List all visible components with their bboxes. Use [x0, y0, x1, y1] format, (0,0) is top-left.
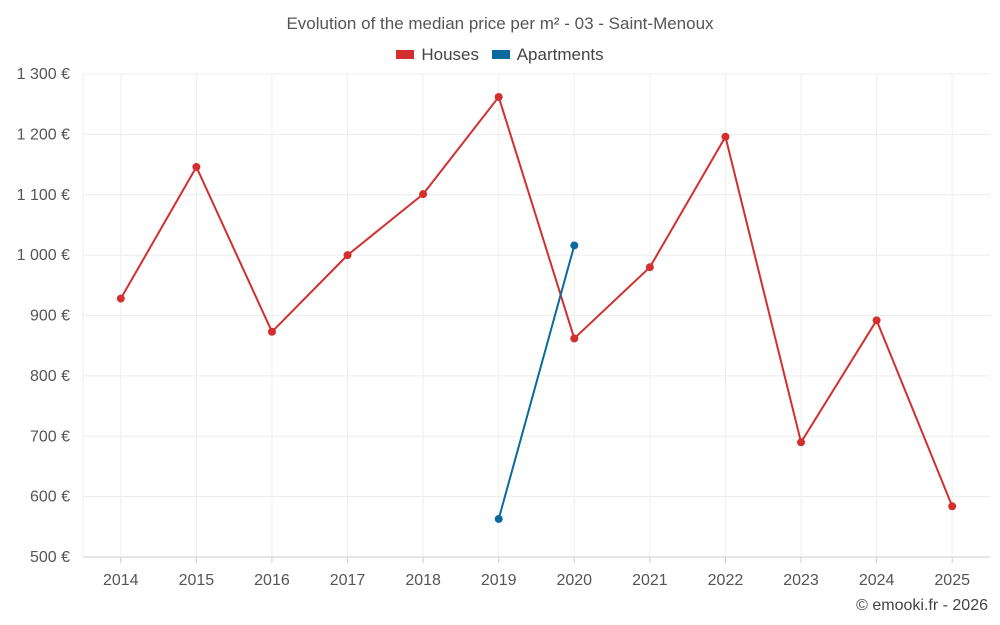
houses-point [721, 132, 730, 141]
houses-series-line [119, 95, 954, 507]
apartments-swatch-icon [491, 50, 510, 59]
y-tick-label: 1 200 € [17, 126, 70, 143]
houses-point [797, 438, 806, 447]
legend: Houses Apartments [0, 44, 1000, 65]
houses-point [192, 162, 201, 171]
legend-item-houses[interactable]: Houses [396, 45, 479, 65]
apartments-point [494, 514, 503, 523]
x-tick-label: 2021 [632, 572, 668, 589]
legend-label-houses: Houses [421, 44, 479, 64]
y-axis: 500 € 600 € 700 € 800 € 900 € 1 000 € 1 100 € 1… [17, 66, 70, 566]
grid [82, 73, 990, 563]
houses-point [872, 316, 881, 325]
x-tick-label: 2015 [179, 572, 215, 589]
x-tick-label: 2020 [556, 572, 592, 589]
legend-label-apartments: Apartments [516, 44, 604, 64]
apartments-series-line [497, 245, 576, 520]
credit-text: © emooki.fr - 2026 [856, 597, 988, 614]
x-tick-label: 2019 [481, 572, 517, 589]
y-tick-label: 500 € [30, 549, 70, 566]
x-tick-label: 2014 [103, 572, 139, 589]
x-tick-label: 2023 [783, 572, 819, 589]
series-layer [116, 92, 957, 523]
houses-point [645, 263, 654, 272]
y-tick-label: 1 100 € [17, 187, 70, 204]
legend-item-apartments[interactable]: Apartments [491, 44, 604, 65]
y-tick-label: 700 € [30, 428, 70, 445]
houses-point [494, 92, 503, 101]
x-axis: 2014 2015 2016 2017 2018 2019 2020 2021 2022 2023… [103, 572, 970, 589]
y-tick-label: 900 € [30, 308, 70, 325]
x-tick-label: 2022 [708, 572, 744, 589]
x-tick-label: 2017 [330, 572, 366, 589]
houses-point [948, 502, 957, 511]
apartments-point [570, 241, 579, 250]
houses-point [343, 251, 352, 260]
y-tick-label: 800 € [30, 368, 70, 385]
y-tick-label: 1 300 € [17, 66, 70, 83]
y-tick-label: 600 € [30, 489, 70, 506]
chart-title: Evolution of the median price per m² - 0… [286, 14, 714, 33]
houses-point [116, 294, 125, 303]
x-tick-label: 2024 [859, 572, 895, 589]
x-tick-label: 2016 [254, 572, 290, 589]
houses-swatch-icon [396, 50, 415, 59]
x-tick-label: 2018 [405, 572, 441, 589]
houses-point [570, 334, 579, 343]
y-tick-label: 1 000 € [17, 247, 70, 264]
x-tick-label: 2025 [934, 572, 970, 589]
houses-point [267, 327, 276, 336]
houses-point [419, 190, 428, 199]
